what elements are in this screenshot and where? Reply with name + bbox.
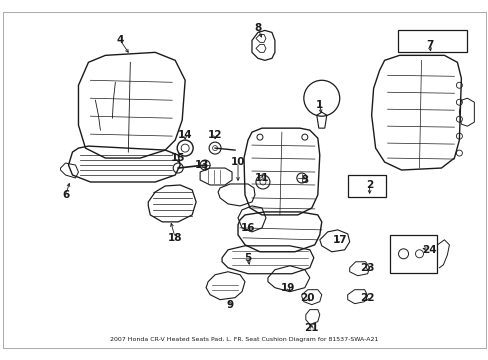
Text: 6: 6 — [62, 190, 69, 200]
Text: 21: 21 — [304, 323, 318, 333]
Text: 2: 2 — [366, 180, 372, 190]
Text: 15: 15 — [171, 153, 185, 163]
Bar — [347, 175, 385, 197]
Text: 18: 18 — [167, 233, 182, 243]
Text: 12: 12 — [207, 130, 222, 140]
Text: 8: 8 — [254, 23, 261, 33]
Text: 16: 16 — [240, 223, 255, 233]
Text: 4: 4 — [117, 35, 124, 45]
Text: 20: 20 — [300, 293, 314, 303]
Text: 13: 13 — [195, 160, 209, 170]
Bar — [389, 235, 437, 273]
Text: 23: 23 — [360, 263, 374, 273]
Text: 5: 5 — [244, 253, 251, 263]
Text: 7: 7 — [425, 40, 432, 50]
Text: 24: 24 — [421, 245, 436, 255]
Text: 14: 14 — [178, 130, 192, 140]
Text: 19: 19 — [280, 283, 294, 293]
Text: 9: 9 — [226, 300, 233, 310]
Text: 22: 22 — [360, 293, 374, 303]
Text: 3: 3 — [301, 175, 308, 185]
Text: 11: 11 — [254, 173, 269, 183]
Text: 2007 Honda CR-V Heated Seats Pad, L. FR. Seat Cushion Diagram for 81537-SWA-A21: 2007 Honda CR-V Heated Seats Pad, L. FR.… — [110, 337, 377, 342]
Text: 10: 10 — [230, 157, 245, 167]
Text: 1: 1 — [316, 100, 323, 110]
Text: 17: 17 — [332, 235, 346, 245]
